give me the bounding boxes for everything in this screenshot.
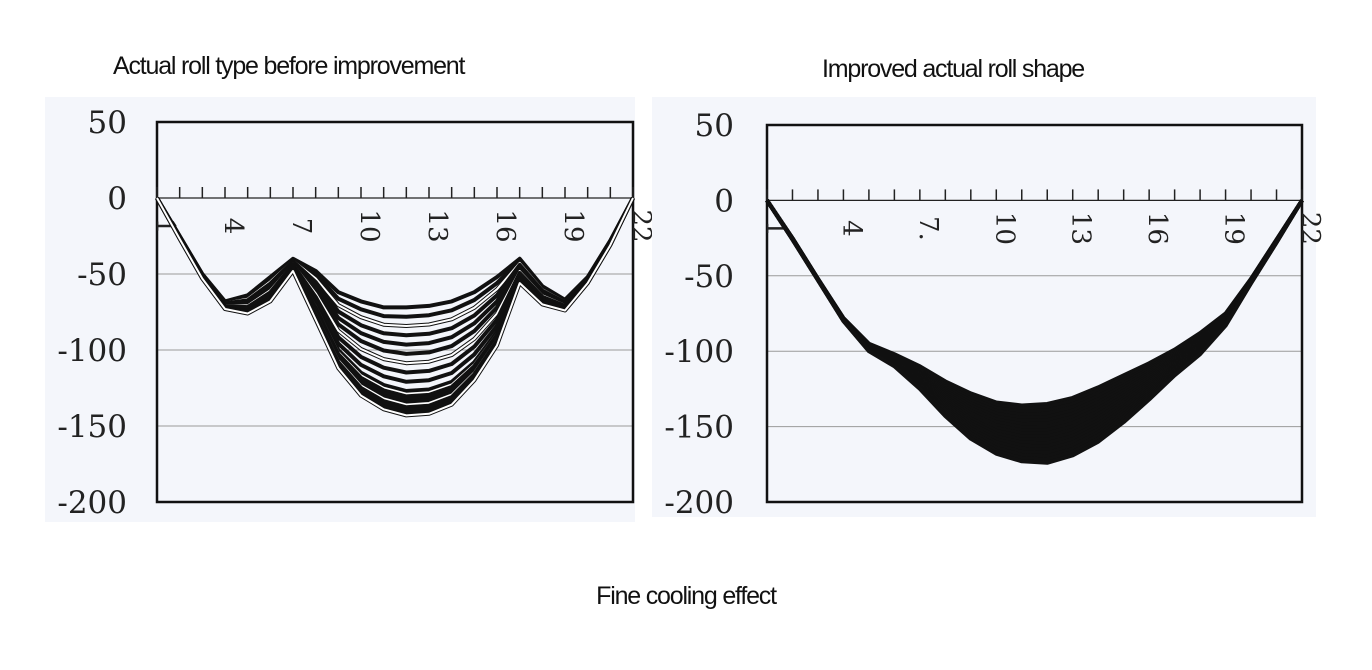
figure-caption: Fine cooling effect — [596, 582, 777, 610]
y-tick-label: -100 — [664, 334, 734, 370]
y-tick-label: 50 — [88, 105, 127, 141]
y-tick-label: -100 — [57, 333, 127, 369]
x-tick-label: 4 — [836, 220, 866, 237]
y-tick-label: -50 — [77, 257, 127, 293]
series-gap-line — [156, 197, 634, 417]
y-tick-label: -150 — [57, 409, 127, 445]
chart-title-left: Actual roll type before improvement — [113, 52, 465, 80]
chart-title-right: Improved actual roll shape — [822, 55, 1085, 83]
y-tick-label: -200 — [57, 485, 127, 521]
plot-frame — [765, 123, 1304, 504]
chart-panel-left: 50 0 -50 -100 -150 -200 1 4 7 10 13 16 19 22 — [45, 97, 656, 522]
y-tick-label: -150 — [664, 410, 734, 446]
x-tick-label: 10 — [354, 209, 384, 242]
y-tick-label: -200 — [664, 485, 734, 521]
x-tick-label: 13 — [1066, 212, 1096, 245]
x-tick-label: 22 — [626, 209, 656, 242]
series-line — [765, 199, 1304, 465]
x-tick-label: 4 — [218, 218, 248, 235]
y-tick-label: 0 — [714, 183, 734, 219]
y-tick-label: -50 — [684, 259, 734, 295]
x-tick-label: 10 — [989, 212, 1019, 245]
chart-panel-right: 50 0 -50 -100 -150 -200 1 4 7. 10 13 16 19 22 — [652, 97, 1325, 521]
y-tick-label: 0 — [107, 181, 127, 217]
x-tick-label: 7. — [913, 216, 943, 241]
x-tick-label: 13 — [422, 209, 452, 242]
x-tick-label: 16 — [490, 209, 520, 242]
x-tick-label: 7 — [286, 218, 316, 235]
x-tick-label: 19 — [558, 209, 588, 242]
y-tick-label: 50 — [695, 108, 734, 144]
x-tick-label: 19 — [1219, 212, 1249, 245]
x-tick-label: 22 — [1295, 212, 1325, 245]
plot-frame — [155, 120, 635, 504]
x-tick-label: 16 — [1142, 212, 1172, 245]
